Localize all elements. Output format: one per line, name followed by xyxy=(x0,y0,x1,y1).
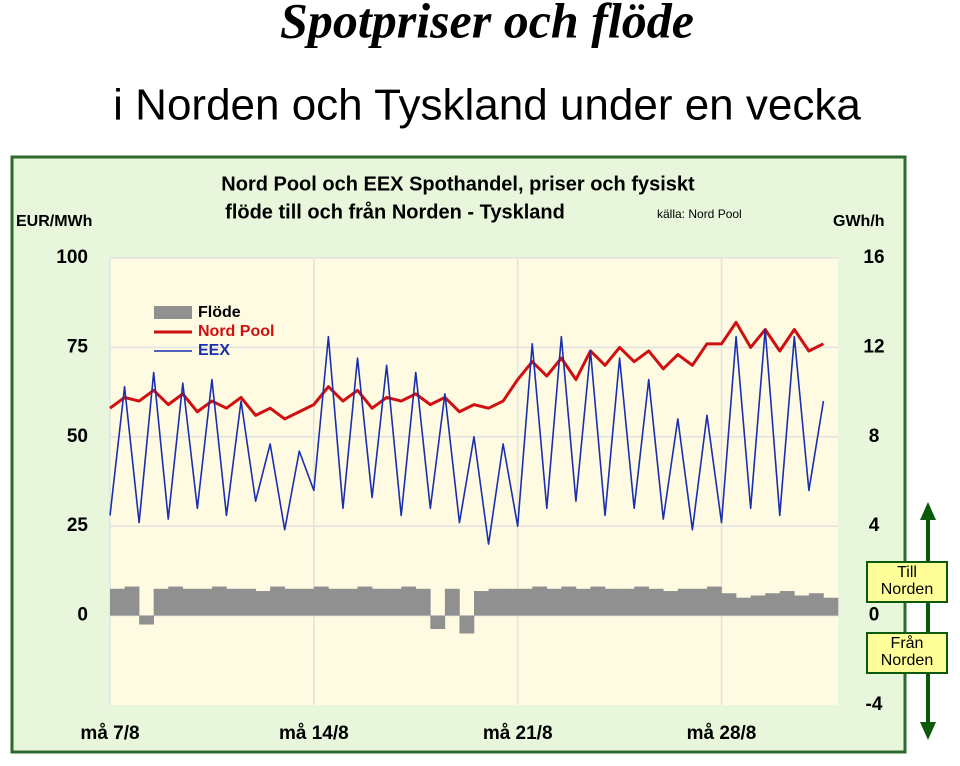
flow-bar xyxy=(241,588,256,616)
legend-label: Flöde xyxy=(198,304,241,321)
arrow-head xyxy=(920,502,936,520)
y2-tick-label: -4 xyxy=(866,694,883,715)
legend-label: Nord Pool xyxy=(198,323,274,340)
chart-title: Nord Pool och EEX Spothandel, priser och… xyxy=(221,173,695,195)
flow-bar xyxy=(648,588,664,616)
flow-bar xyxy=(605,588,620,616)
y2-tick-label: 16 xyxy=(863,247,884,268)
flow-bar xyxy=(634,586,650,616)
flow-bar xyxy=(284,588,300,616)
flow-bar xyxy=(386,588,402,616)
slide-title: Spotpriser och flöde xyxy=(280,0,694,48)
y2-tick-label: 12 xyxy=(863,336,884,357)
y-tick-label: 100 xyxy=(56,247,88,268)
flow-bar xyxy=(342,588,358,616)
flow-bar xyxy=(139,615,154,625)
arrow-head xyxy=(920,722,936,740)
annotation-box xyxy=(866,561,948,603)
flow-bar xyxy=(765,593,781,616)
flow-bar xyxy=(663,591,679,616)
flow-bar xyxy=(575,588,591,616)
legend-label: EEX xyxy=(198,342,230,359)
flow-bar xyxy=(590,586,606,616)
series-line xyxy=(109,320,825,421)
x-tick-label: må 21/8 xyxy=(483,723,553,744)
y2-tick-label: 0 xyxy=(869,605,880,626)
annotation: Från xyxy=(891,634,924,652)
flow-bar xyxy=(619,588,635,616)
flow-bar xyxy=(532,586,548,616)
flow-bar xyxy=(808,593,824,616)
flow-bar xyxy=(459,615,475,634)
flow-bar xyxy=(182,588,198,616)
flow-bar xyxy=(517,588,533,616)
plot-layer: må 7/8 må 14/8 må 21/8 må 28/8 0 25 50 75 100 -4 0… xyxy=(56,247,884,744)
flow-bar xyxy=(430,615,446,630)
flow-bar xyxy=(124,586,140,616)
flow-bar xyxy=(372,588,387,616)
annotation: Norden xyxy=(881,581,933,598)
flow-bar xyxy=(357,586,373,616)
flow-bar xyxy=(706,586,722,616)
x-tick-label: må 28/8 xyxy=(687,723,757,744)
flow-bar xyxy=(692,588,708,616)
flow-bar xyxy=(721,593,737,616)
flow-bar xyxy=(503,588,518,616)
flow-bar xyxy=(328,588,344,616)
flow-bar xyxy=(823,597,839,616)
y-axis-label: EUR/MWh xyxy=(16,213,92,230)
y-tick-label: 50 xyxy=(67,426,88,447)
flow-bar xyxy=(779,591,795,616)
flow-bar xyxy=(546,588,562,616)
annotation-box xyxy=(866,632,948,674)
flow-bar xyxy=(270,586,286,616)
flow-bar xyxy=(474,591,489,616)
x-tick-label: må 7/8 xyxy=(80,723,139,744)
y2-tick-label: 8 xyxy=(869,426,880,447)
annotation: Norden xyxy=(881,652,933,669)
flow-bar xyxy=(415,588,431,616)
flow-bar xyxy=(168,586,184,616)
flow-bar xyxy=(153,588,169,616)
flow-bar xyxy=(794,595,810,616)
y-tick-label: 25 xyxy=(67,515,89,536)
legend-swatch xyxy=(154,306,192,319)
flow-bar xyxy=(677,588,693,616)
annotation: Till xyxy=(897,564,917,581)
flow-bar xyxy=(226,588,242,616)
y-tick-label: 75 xyxy=(67,336,89,357)
series-line xyxy=(109,328,825,545)
flow-bar xyxy=(401,586,417,616)
x-tick-label: må 14/8 xyxy=(279,723,349,744)
flow-bar xyxy=(488,588,504,616)
source-note: källa: Nord Pool xyxy=(657,207,742,221)
y2-tick-label: 4 xyxy=(869,515,880,536)
flow-bar xyxy=(211,586,227,616)
y-tick-label: 0 xyxy=(77,605,88,626)
flow-bar xyxy=(736,597,751,616)
flow-bar xyxy=(299,588,315,616)
flow-bar xyxy=(110,588,125,616)
y2-axis-label: GWh/h xyxy=(833,213,885,230)
flow-bar xyxy=(561,586,577,616)
slide-subtitle: i Norden och Tyskland under en vecka xyxy=(113,81,861,130)
flow-bar xyxy=(750,595,766,616)
flow-bar xyxy=(444,588,460,616)
flow-bar xyxy=(197,588,213,616)
chart-title: flöde till och från Norden - Tyskland xyxy=(225,200,565,223)
flow-bar xyxy=(313,586,329,616)
flow-bar xyxy=(255,591,271,616)
